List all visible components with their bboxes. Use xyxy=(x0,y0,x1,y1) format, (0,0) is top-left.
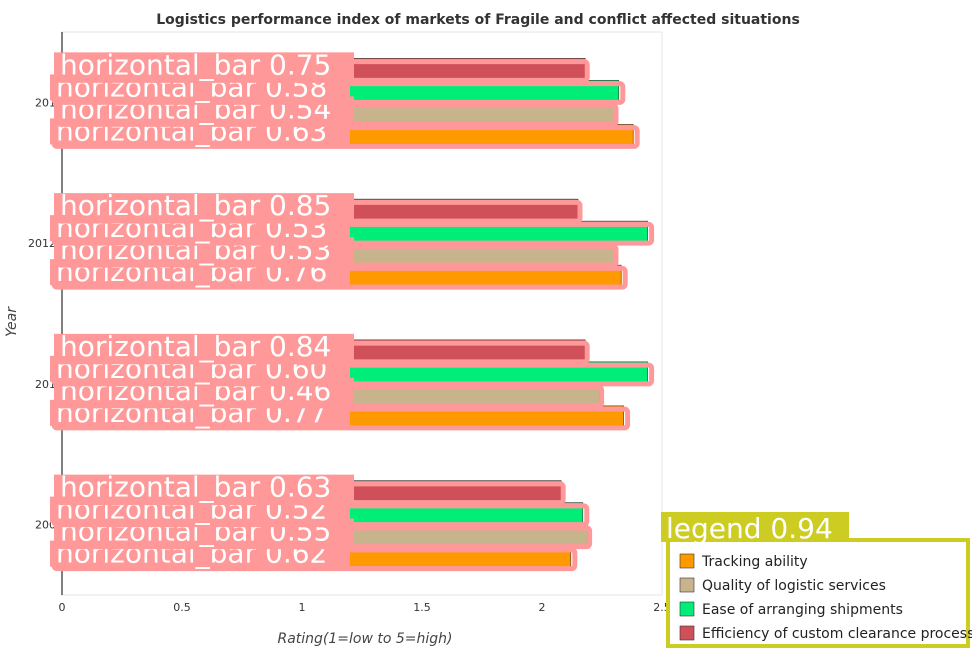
annotation-label: horizontal_bar 0.75 xyxy=(60,48,331,81)
x-tick-label: 1 xyxy=(299,601,306,614)
legend-swatch xyxy=(679,577,695,593)
legend-annotation-label: legend 0.94 xyxy=(666,512,833,545)
x-tick-label: 2 xyxy=(539,601,546,614)
legend-swatch xyxy=(679,601,695,617)
annotation-label: horizontal_bar 0.85 xyxy=(60,189,331,222)
legend-entry: Ease of arranging shipments xyxy=(702,602,903,618)
chart-title: Logistics performance index of markets o… xyxy=(156,12,800,28)
legend: legend 0.94 Tracking ability Quality of lo… xyxy=(661,512,972,648)
legend-box xyxy=(666,538,970,648)
x-axis-label: Rating(1=low to 5=high) xyxy=(277,631,452,647)
legend-annotation-bg xyxy=(661,512,849,542)
y-tick-label: 2012 xyxy=(28,237,56,250)
legend-entry: Efficiency of custom clearance process xyxy=(702,626,972,642)
x-tick-label: 0 xyxy=(59,601,66,614)
annotation-label-bg xyxy=(54,333,354,360)
legend-swatch xyxy=(679,625,695,641)
annotation-label-bg xyxy=(54,52,354,79)
annotation-label: horizontal_bar 0.63 xyxy=(60,471,331,504)
annotation-label: horizontal_bar 0.84 xyxy=(60,330,331,363)
x-tick-label: 0.5 xyxy=(173,601,191,614)
legend-swatch xyxy=(679,553,695,569)
legend-entry: Quality of logistic services xyxy=(702,578,886,594)
legend-entry: Tracking ability xyxy=(701,554,808,570)
x-tick-label: 1.5 xyxy=(413,601,431,614)
y-axis-label: Year xyxy=(4,306,20,337)
annotation-label-bg xyxy=(54,193,354,220)
annotation-label-bg xyxy=(54,474,354,501)
